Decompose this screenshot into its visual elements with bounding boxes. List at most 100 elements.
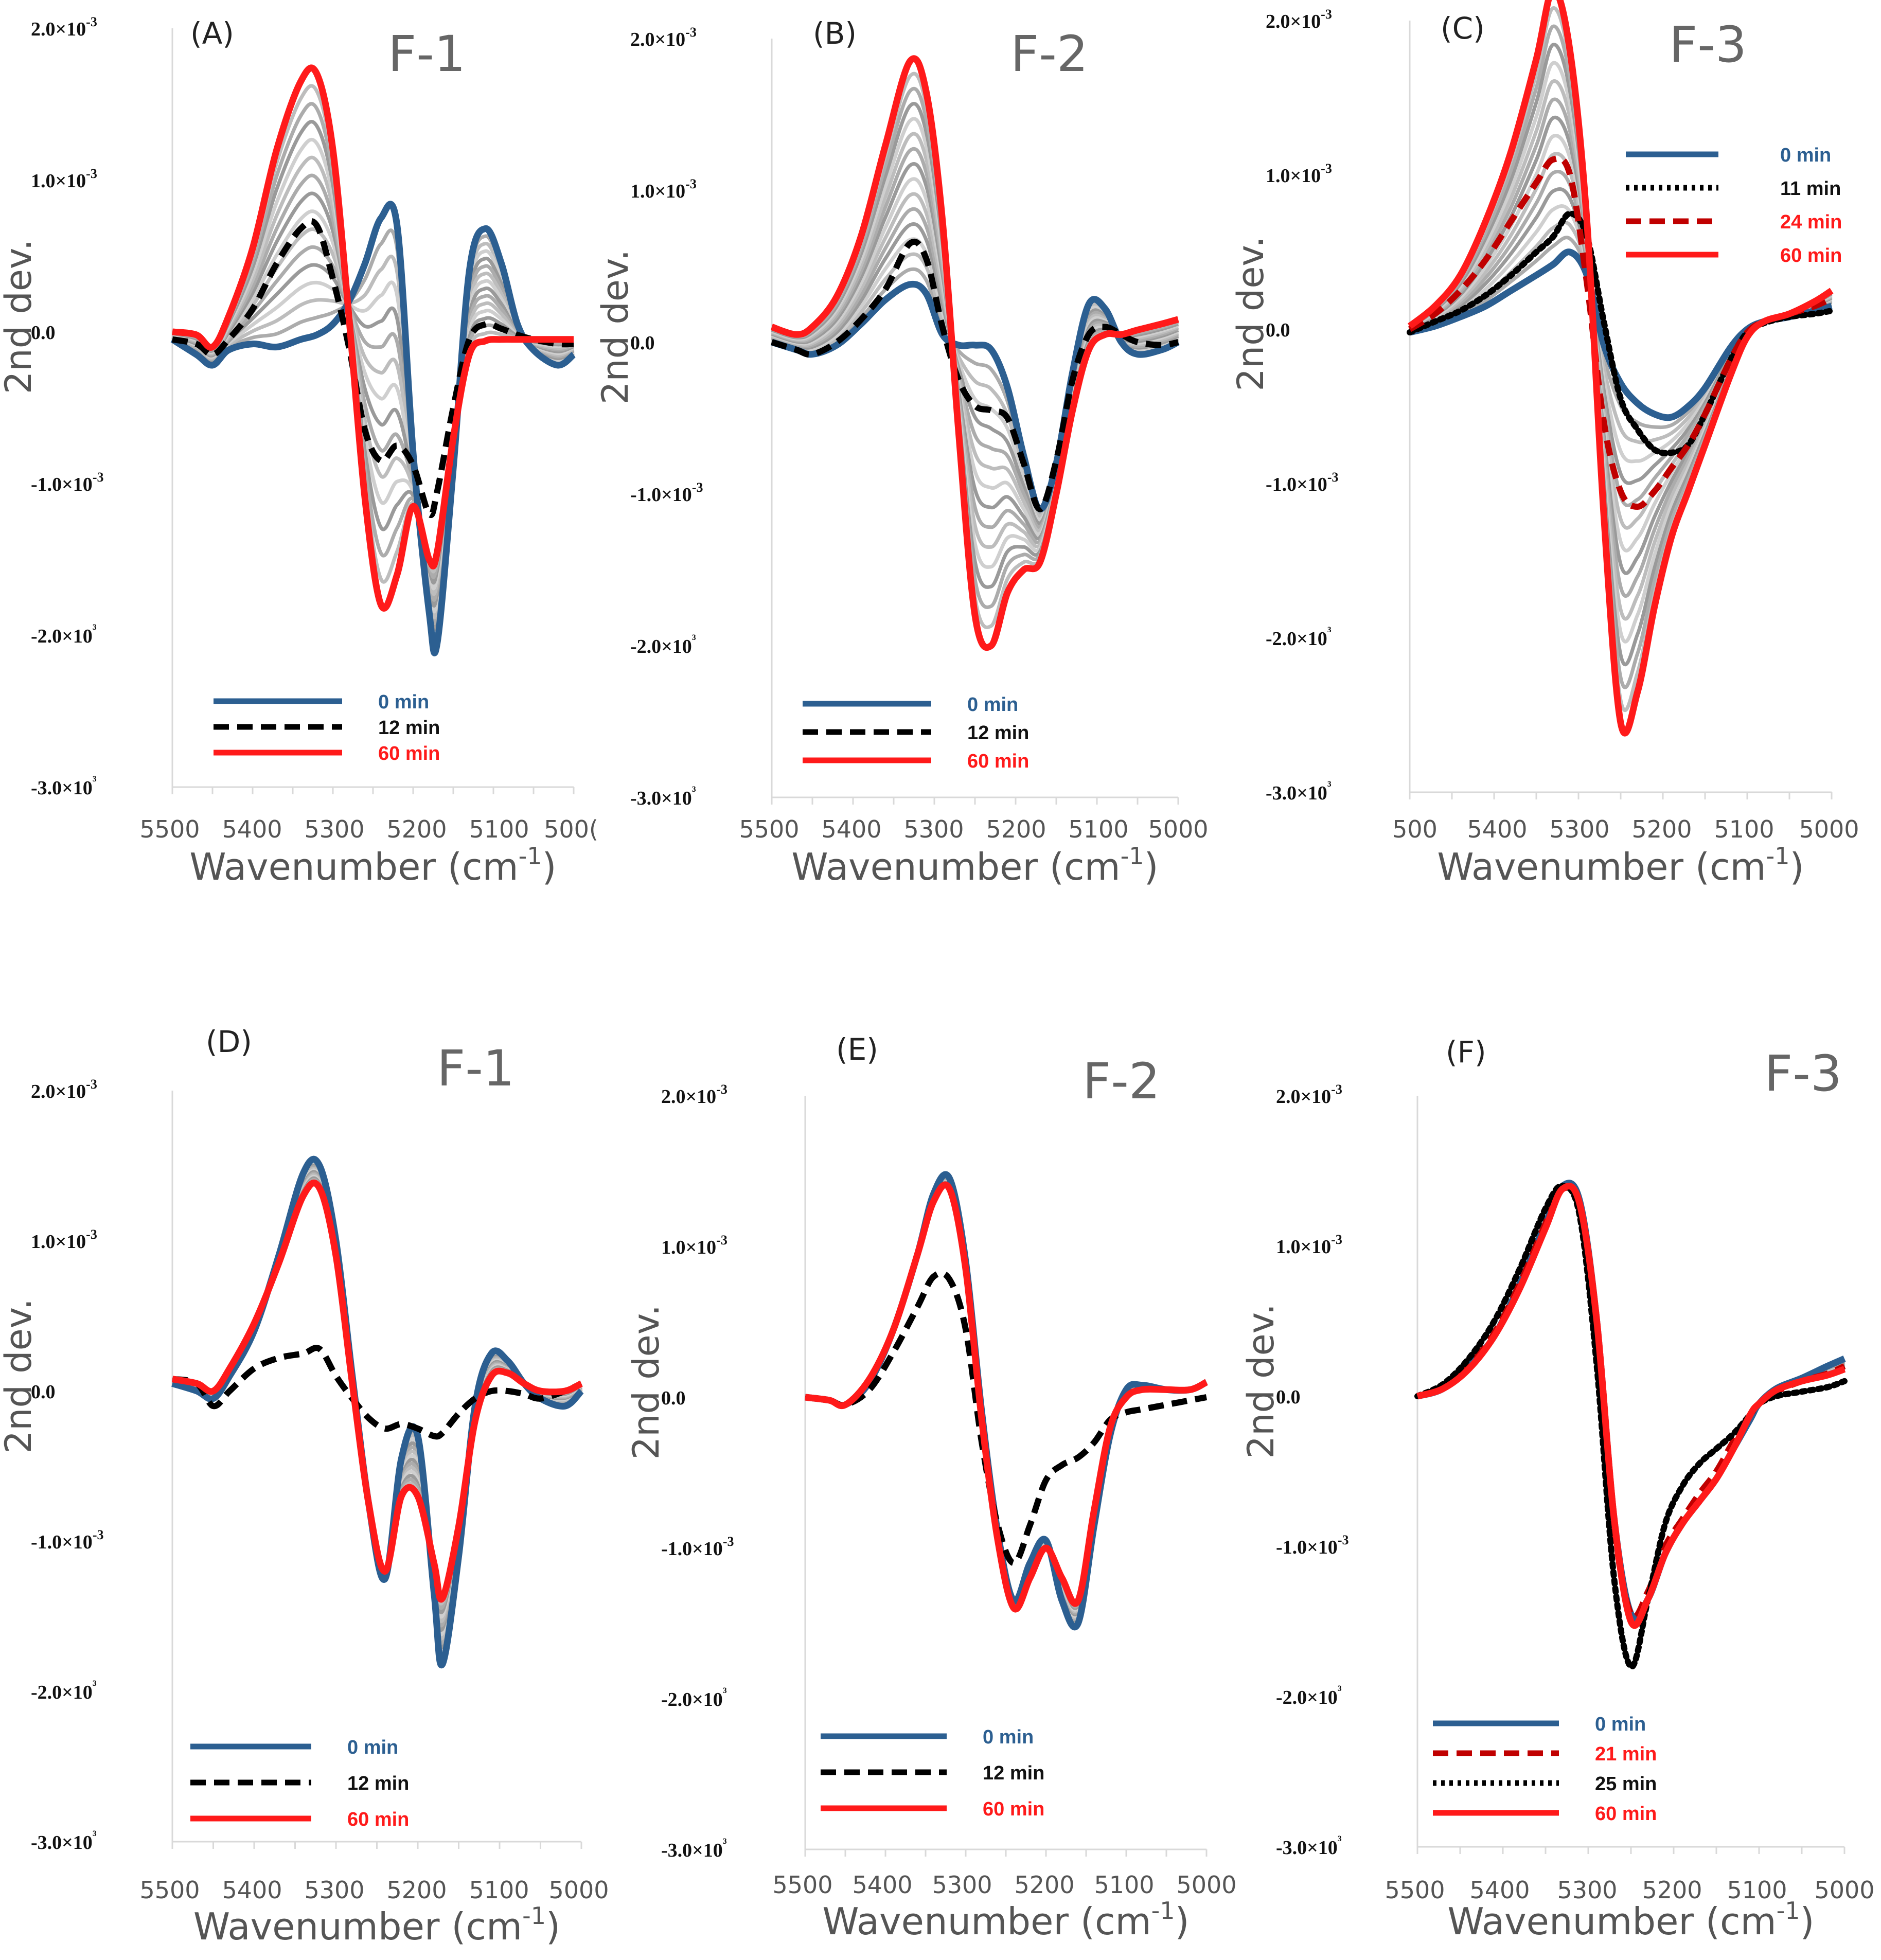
legend-label: 12 min: [967, 722, 1029, 744]
y-tick-label: -1.0×10-3: [31, 470, 103, 495]
x-axis-label-exponent: -1: [1121, 842, 1144, 870]
legend-label: 0 min: [347, 1737, 398, 1758]
intermediate-spectrum-line: [1417, 1182, 1845, 1623]
y-tick-exponent: -3: [716, 1233, 727, 1248]
x-tick-label: 5500: [772, 1871, 832, 1899]
series-line-0-min: [805, 1171, 1209, 1631]
y-tick-exponent: -3: [86, 1077, 97, 1092]
legend-label: 60 min: [347, 1809, 409, 1830]
y-tick-exponent: ³: [692, 632, 696, 647]
intermediate-spectrum-line: [1417, 1183, 1845, 1625]
y-tick-exponent: -3: [93, 1527, 104, 1542]
y-tick-exponent: ³: [723, 1836, 727, 1850]
panel-label: (D): [206, 1024, 252, 1059]
y-tick-label: 1.0×10-3: [1276, 1232, 1342, 1258]
legend: 0 min 12 min 60 min: [214, 691, 440, 764]
x-tick-label: 5200: [386, 815, 447, 843]
y-tick-label: 0.0: [31, 1381, 56, 1403]
series-line-12-min: [805, 1270, 1208, 1566]
series-line-12-min: [171, 1345, 583, 1440]
legend-label: 60 min: [1780, 245, 1842, 266]
x-tick-label: 5000: [1148, 815, 1208, 843]
intermediate-spectrum-line: [771, 132, 1179, 549]
intermediate-spectrum-line: [771, 207, 1179, 529]
x-tick-label: 5100: [1727, 1876, 1787, 1904]
intermediate-spectrum-line: [1417, 1183, 1845, 1624]
y-tick-base: 1.0×10: [661, 1237, 716, 1258]
intermediate-spectrum-line: [1417, 1183, 1845, 1625]
y-tick-label: 0.0: [31, 322, 56, 344]
x-axis-label-exponent: -1: [522, 1902, 546, 1930]
series-line-21-min: [1416, 1184, 1846, 1620]
y-tick-base: -3.0×10: [630, 788, 692, 809]
x-tick-label: 5100: [1094, 1871, 1154, 1899]
y-tick-base: 1.0×10: [31, 1231, 86, 1253]
y-tick-exponent: -3: [86, 14, 97, 29]
x-tick-label: 5200: [986, 815, 1046, 843]
intermediate-spectrum-line: [1417, 1182, 1845, 1624]
y-tick-label: -1.0×10-3: [630, 480, 703, 506]
x-tick-label: 5100: [469, 1876, 529, 1904]
legend-label: 12 min: [347, 1773, 409, 1794]
y-tick-label: -2.0×10³: [661, 1685, 727, 1710]
x-tick-label: 5100: [1714, 815, 1774, 843]
y-tick-label: -3.0×10³: [1276, 1833, 1342, 1859]
y-tick-base: -2.0×10: [1276, 1687, 1338, 1708]
y-tick-base: 2.0×10: [31, 19, 86, 40]
panel-title: F-1: [388, 25, 466, 83]
legend-label: 60 min: [967, 751, 1029, 772]
intermediate-spectrum-line: [1417, 1181, 1845, 1621]
y-tick-exponent: -3: [1321, 161, 1332, 176]
x-tick-label: 5200: [1642, 1876, 1702, 1904]
y-tick-exponent: -3: [86, 1227, 97, 1242]
intermediate-spectrum-line: [172, 1164, 583, 1650]
panel-b: 2.0×10-31.0×10-30.0-1.0×10-3-2.0×10³-3.0…: [594, 16, 1209, 888]
panel-title: F-2: [1083, 1053, 1160, 1110]
series-line-0-min: [171, 1155, 584, 1669]
intermediate-spectrum-line: [1417, 1182, 1845, 1622]
x-tick-label: 5500: [139, 815, 200, 843]
y-tick-exponent: ³: [1338, 1833, 1342, 1848]
y-tick-label: 0.0: [1276, 1386, 1301, 1408]
legend-label: 60 min: [983, 1798, 1044, 1820]
y-tick-label: -3.0×10³: [630, 783, 696, 809]
legend: 0 min 12 min 60 min: [803, 694, 1029, 772]
y-tick-label: 1.0×10-3: [31, 1227, 97, 1253]
y-tick-label: 1.0×10-3: [31, 166, 97, 192]
y-tick-exponent: ³: [93, 621, 97, 636]
y-tick-label: -2.0×10³: [31, 1678, 97, 1703]
x-tick-label: 5200: [1631, 815, 1692, 843]
y-tick-exponent: -3: [685, 25, 697, 40]
y-tick-exponent: -3: [692, 480, 703, 495]
x-tick-label: 5400: [852, 1871, 912, 1899]
y-tick-label: 0.0: [661, 1387, 686, 1409]
legend-label: 25 min: [1595, 1773, 1657, 1795]
intermediate-spectrum-line: [172, 120, 574, 585]
x-tick-label: 5400: [1469, 1876, 1530, 1904]
panel-title: F-3: [1669, 16, 1747, 74]
legend-label: 60 min: [378, 743, 440, 764]
intermediate-spectrum-line: [1417, 1184, 1845, 1626]
y-tick-base: -3.0×10: [1266, 782, 1327, 804]
y-tick-label: -1.0×10-3: [31, 1527, 103, 1553]
y-tick-base: 2.0×10: [31, 1081, 86, 1102]
x-tick-label: 5400: [821, 815, 881, 843]
panel-title: F-3: [1764, 1045, 1842, 1102]
intermediate-spectrum-line: [172, 137, 574, 591]
x-tick-label: 5300: [304, 1876, 364, 1904]
y-tick-exponent: -3: [716, 1082, 727, 1097]
y-tick-exponent: ³: [723, 1685, 727, 1700]
x-tick-label: 5300: [1549, 815, 1609, 843]
x-tick-label: 5200: [1014, 1871, 1074, 1899]
y-tick-label: -3.0×10³: [31, 1828, 97, 1854]
intermediate-spectrum-line: [172, 155, 574, 596]
legend-label: 0 min: [378, 691, 429, 713]
intermediate-spectrum-line: [1409, 43, 1833, 667]
x-axis-label-main: Wavenumber (cm: [822, 1900, 1151, 1943]
y-axis-label: 2nd dev.: [594, 250, 636, 404]
legend: 0 min 12 min 60 min: [821, 1726, 1044, 1820]
y-tick-base: -1.0×10: [630, 484, 692, 506]
x-axis-label-close: ): [546, 1905, 560, 1948]
y-tick-label: 0.0: [1266, 319, 1290, 341]
